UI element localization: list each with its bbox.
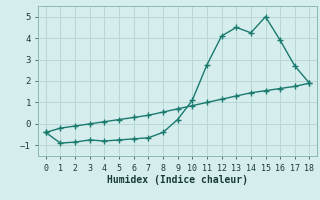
X-axis label: Humidex (Indice chaleur): Humidex (Indice chaleur) [107,175,248,185]
